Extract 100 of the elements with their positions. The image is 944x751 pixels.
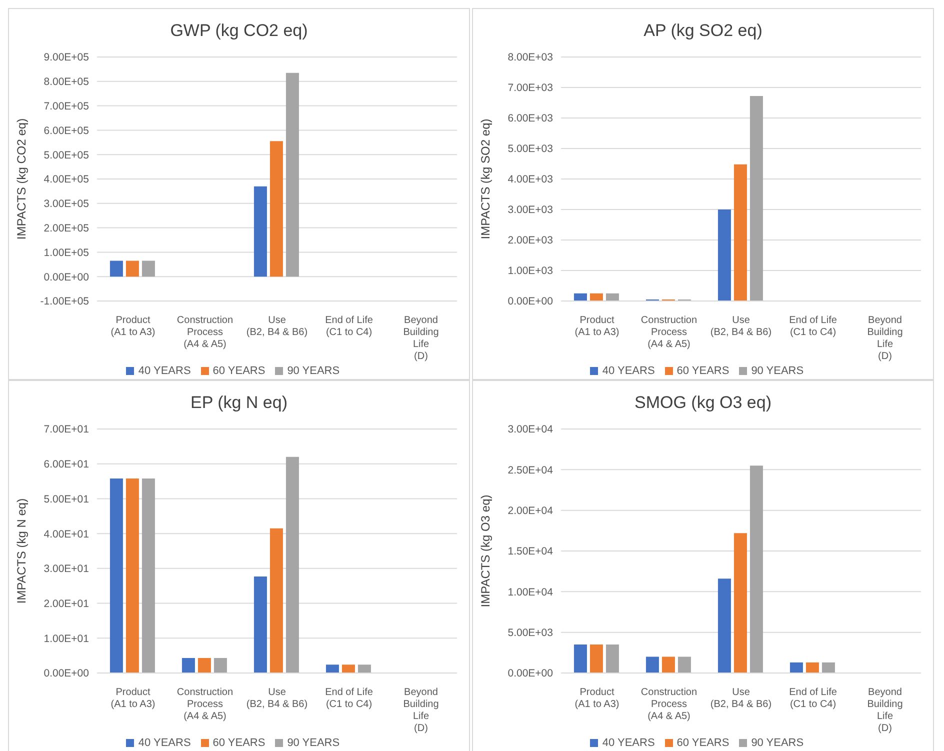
y-tick-label: 1.00E+03 (508, 265, 554, 278)
legend-label: 60 YEARS (676, 365, 730, 377)
y-tick-label: 6.00E+01 (44, 458, 90, 471)
chart-title: AP (kg SO2 eq) (642, 20, 764, 42)
y-axis-title: IMPACTS (kg N eq) (14, 498, 28, 604)
x-tick-label: Product (A1 to A3) (574, 687, 620, 710)
y-tick-label: 3.00E+05 (44, 198, 90, 210)
y-tick-label: 1.00E+05 (44, 246, 90, 259)
chart-title: EP (kg N eq) (189, 392, 288, 414)
bar (790, 662, 803, 673)
x-tick-label: End of Life (C1 to C4) (789, 315, 838, 338)
bar (126, 260, 139, 277)
legend-label: 90 YEARS (287, 365, 340, 377)
legend-label: 40 YEARS (138, 737, 191, 749)
y-tick-label: 7.00E+03 (508, 82, 554, 94)
x-tick-label: Beyond Building Life (D) (867, 315, 903, 362)
x-tick-label: Product (A1 to A3) (574, 315, 620, 338)
bar (254, 576, 267, 673)
y-tick-label: 1.00E+04 (508, 586, 554, 598)
y-tick-label: 6.00E+03 (508, 112, 554, 125)
bar (750, 466, 763, 673)
bar (358, 664, 371, 673)
x-tick-label: Use (B2, B4 & B6) (246, 687, 308, 710)
bar (590, 644, 603, 673)
bar (110, 260, 123, 277)
y-tick-label: 3.00E+04 (508, 424, 554, 436)
bar (342, 664, 355, 673)
y-tick-label: 3.00E+03 (508, 204, 554, 216)
legend-label: 60 YEARS (212, 737, 266, 749)
x-tick-label: End of Life (C1 to C4) (789, 687, 838, 710)
y-tick-label: 7.00E+01 (44, 424, 90, 436)
x-tick-label: Beyond Building Life (D) (403, 687, 439, 734)
x-tick-label: Construction Process (A4 & A5) (640, 687, 698, 722)
y-tick-label: 8.00E+05 (44, 76, 90, 88)
y-tick-label: 5.00E+01 (44, 493, 90, 506)
bar (574, 644, 587, 673)
bar (574, 293, 587, 301)
bar (646, 656, 659, 673)
bar (606, 293, 619, 301)
x-tick-label: Construction Process (A4 & A5) (176, 687, 234, 722)
y-tick-label: 9.00E+05 (44, 52, 90, 64)
legend-label: 60 YEARS (212, 365, 266, 377)
bar (678, 656, 691, 673)
bar (750, 96, 763, 301)
chart-title: GWP (kg CO2 eq) (169, 20, 309, 42)
bar (270, 141, 283, 277)
y-tick-label: 6.00E+05 (44, 124, 90, 137)
bar (198, 658, 211, 673)
bar (142, 478, 155, 673)
bar (142, 260, 155, 277)
y-tick-label: 1.00E+01 (44, 632, 90, 645)
x-tick-label: Use (B2, B4 & B6) (710, 687, 772, 710)
y-tick-label: 0.00E+00 (508, 296, 554, 308)
y-tick-label: 2.50E+04 (508, 464, 554, 476)
y-tick-label: 1.50E+04 (508, 546, 554, 558)
x-tick-label: End of Life (C1 to C4) (325, 687, 374, 710)
bar (326, 664, 339, 673)
legend-label: 90 YEARS (287, 737, 340, 749)
y-axis-title: IMPACTS (kg CO2 eq) (14, 118, 28, 240)
y-tick-label: 2.00E+03 (508, 234, 554, 247)
bar (806, 662, 819, 673)
y-tick-label: 0.00E+00 (44, 271, 90, 284)
y-tick-label: 5.00E+03 (508, 143, 554, 156)
bar (734, 533, 747, 673)
bar (662, 656, 675, 673)
chart-title: SMOG (kg O3 eq) (634, 392, 772, 414)
bar (270, 528, 283, 673)
legend-label: 90 YEARS (751, 365, 804, 377)
legend-label: 40 YEARS (602, 365, 655, 377)
y-tick-label: 2.00E+05 (44, 222, 90, 235)
legend-label: 40 YEARS (138, 365, 191, 377)
y-axis-title: IMPACTS (kg SO2 eq) (478, 118, 492, 240)
bar (254, 186, 267, 277)
y-tick-label: 0.00E+00 (44, 668, 90, 680)
bar (110, 478, 123, 673)
x-tick-label: Beyond Building Life (D) (867, 687, 903, 734)
legend-label: 60 YEARS (676, 737, 730, 749)
y-axis-title: IMPACTS (kg O3 eq) (478, 494, 492, 608)
bar (214, 658, 227, 673)
bar (590, 293, 603, 301)
y-tick-label: 3.00E+01 (44, 563, 90, 576)
y-tick-label: 2.00E+01 (44, 598, 90, 610)
x-tick-label: Beyond Building Life (D) (403, 315, 439, 362)
bar (286, 72, 299, 277)
bar (734, 164, 747, 301)
y-tick-label: 5.00E+05 (44, 149, 90, 162)
bar (606, 644, 619, 673)
y-tick-label: 8.00E+03 (508, 52, 554, 64)
x-tick-label: Product (A1 to A3) (110, 315, 156, 338)
y-tick-label: 2.00E+04 (508, 505, 554, 518)
x-tick-label: Product (A1 to A3) (110, 687, 156, 710)
legend-label: 40 YEARS (602, 737, 655, 749)
legend-label: 90 YEARS (751, 737, 804, 749)
x-tick-label: Construction Process (A4 & A5) (640, 315, 698, 350)
y-tick-label: 7.00E+05 (44, 100, 90, 113)
y-tick-label: 0.00E+00 (508, 668, 554, 680)
x-tick-label: Construction Process (A4 & A5) (176, 315, 234, 350)
x-tick-label: Use (B2, B4 & B6) (246, 315, 308, 338)
bar (822, 662, 835, 673)
bar (718, 210, 731, 301)
